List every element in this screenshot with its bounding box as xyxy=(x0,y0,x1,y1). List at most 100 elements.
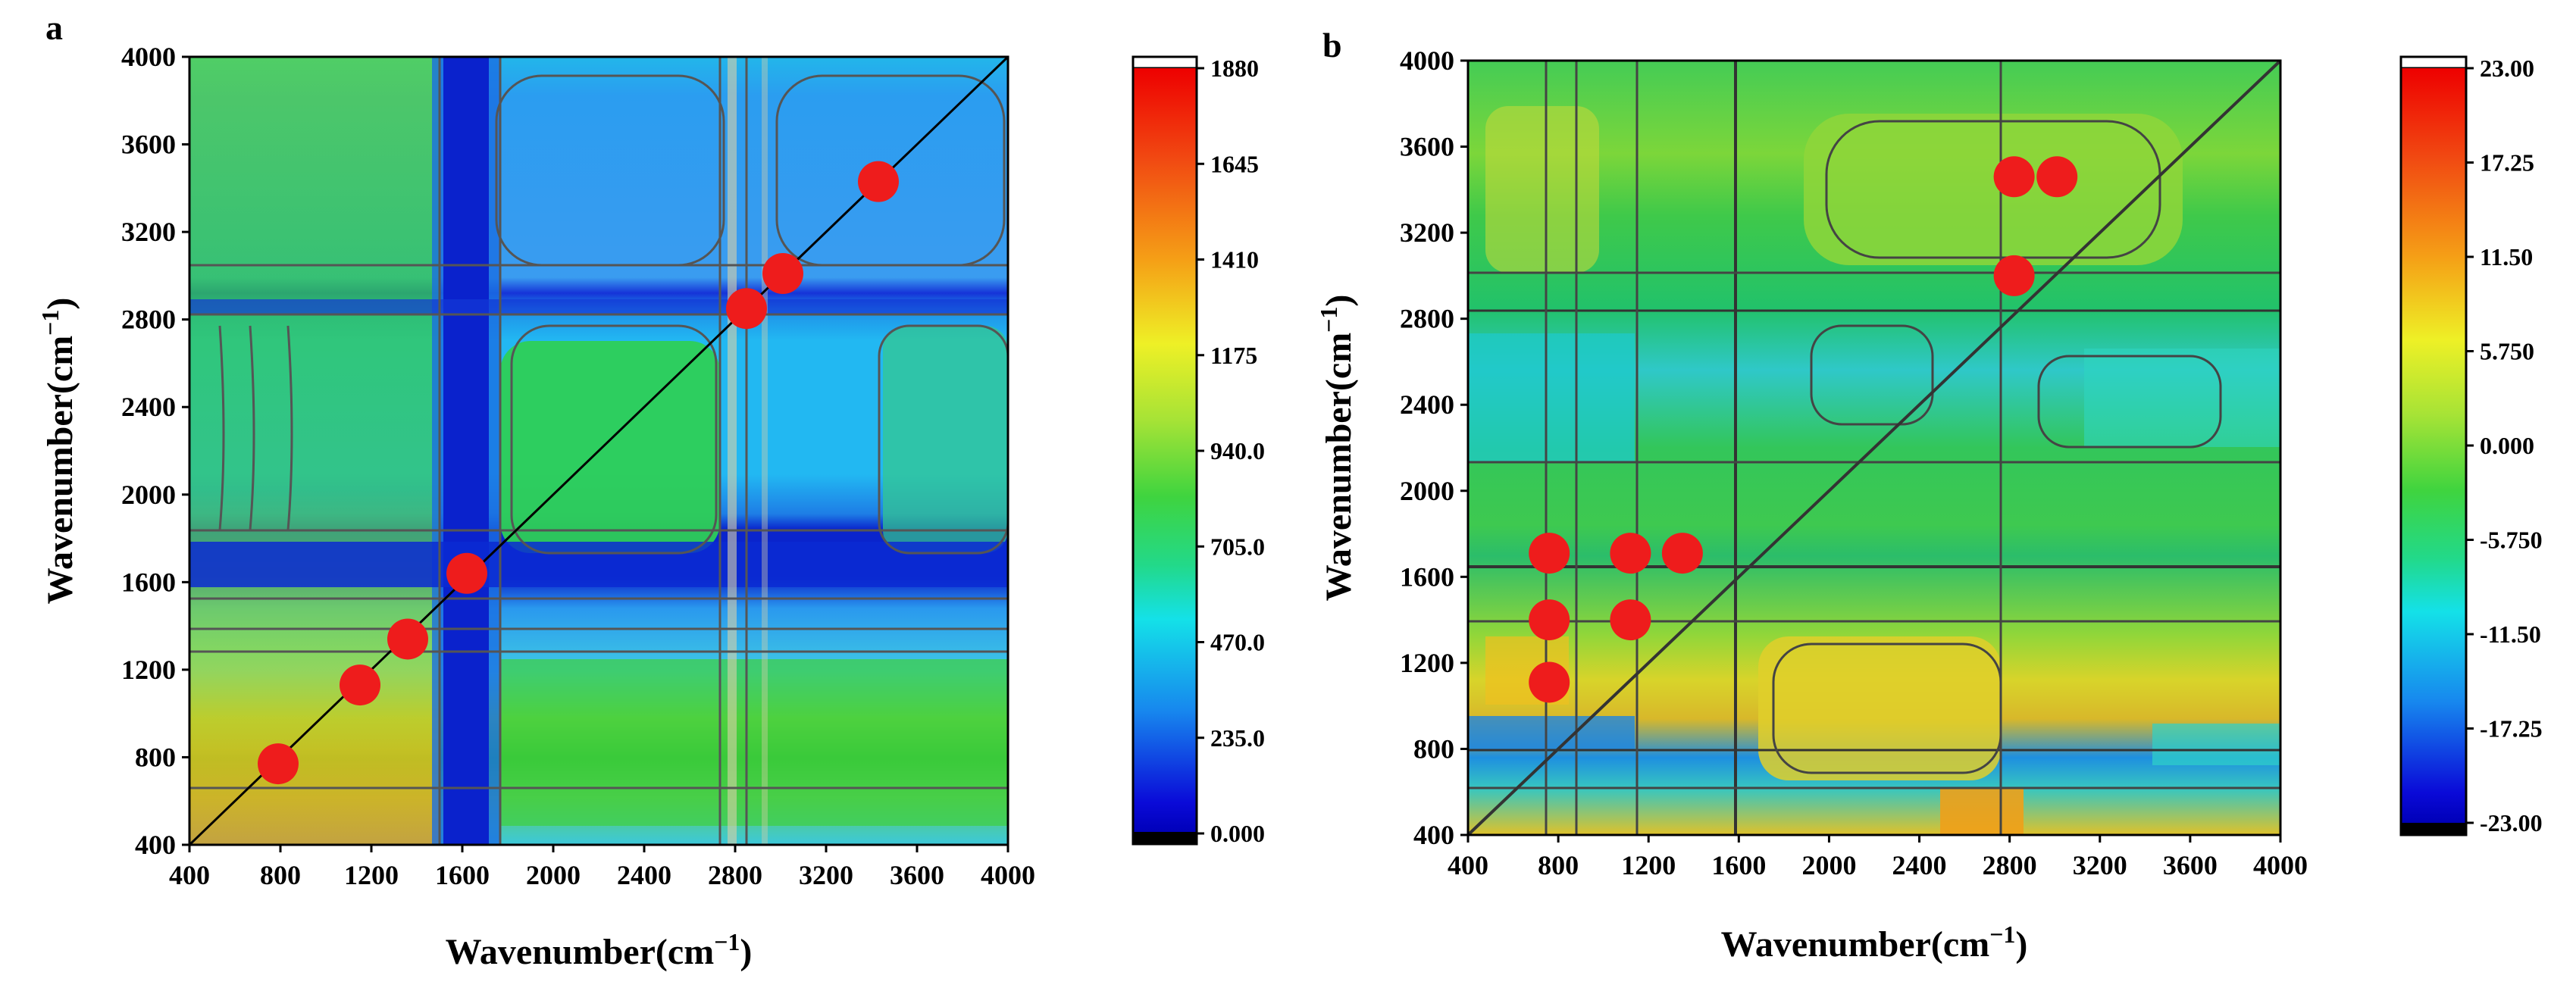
y-tick-label-b: 800 xyxy=(1413,733,1454,764)
panel-a-letter: a xyxy=(45,8,63,47)
y-tick-label-a: 800 xyxy=(135,742,176,772)
x-axis-title-b: Wavenumber(cm−1) xyxy=(1721,921,2028,965)
heatmap-b-cyan-band xyxy=(1468,333,1635,462)
peaks-b xyxy=(1529,156,2078,703)
heatmap-a-column-1600-edge2 xyxy=(489,57,500,845)
colorbar-tick-label-a: 1175 xyxy=(1210,342,1257,369)
y-tick-label-b: 2400 xyxy=(1400,389,1454,420)
colorbar-tick-label-b: 0.000 xyxy=(2480,432,2534,459)
x-tick-label-b: 2800 xyxy=(1983,850,2037,880)
x-tick-label-b: 3200 xyxy=(2073,850,2127,880)
x-tick-label-b: 3600 xyxy=(2163,850,2218,880)
y-tick-label-a: 2400 xyxy=(121,392,176,422)
heatmap-b-cyan-lower xyxy=(2152,724,2280,765)
x-tick-label-a: 1200 xyxy=(344,860,399,890)
colorbar-tick-label-b: -11.50 xyxy=(2480,621,2541,648)
x-axis-title-a: Wavenumber(cm−1) xyxy=(446,928,753,972)
colorbar-a-gradient xyxy=(1133,68,1197,833)
peak-marker-a-1 xyxy=(340,664,380,706)
colorbar-tick-label-b: 11.50 xyxy=(2480,243,2533,270)
colorbar-tick-label-b: 5.750 xyxy=(2480,338,2534,365)
panel-a: a xyxy=(36,8,1265,972)
y-tick-label-b: 3200 xyxy=(1400,217,1454,248)
colorbar-tick-label-a: 1880 xyxy=(1210,55,1259,82)
diagonal-line-b xyxy=(1466,59,2282,836)
peak-marker-a-6 xyxy=(858,161,899,202)
colorbar-b: 23.00 17.25 11.50 5.750 0.000 -5.750 -11.50 -17… xyxy=(2399,55,2543,836)
y-tick-label-a: 1600 xyxy=(121,567,176,597)
y-tick-label-a: 1200 xyxy=(121,655,176,685)
heatmap-a-column-1600-edge xyxy=(432,57,443,845)
colorbar-tick-label-a: 470.0 xyxy=(1210,629,1265,656)
panel-b: b xyxy=(1315,26,2543,965)
y-tick-label-b: 1200 xyxy=(1400,648,1454,678)
heatmap-b-contours xyxy=(1468,61,2280,835)
peak-marker-a-2 xyxy=(387,618,428,660)
y-tick-label-a: 400 xyxy=(135,830,176,860)
x-tick-label-a: 2000 xyxy=(526,860,581,890)
heatmap-b xyxy=(1468,61,2280,835)
colorbar-a-ticks: 1880 1645 1410 1175 940.0 705.0 470.0 235.0 0.00… xyxy=(1197,55,1265,847)
peak-marker-b-1 xyxy=(1610,533,1651,574)
axis-ticks-b: 400 800 1200 1600 2000 2400 2800 3200 3600 4000 40… xyxy=(1400,45,2308,880)
x-tick-label-a: 1600 xyxy=(435,860,490,890)
x-tick-label-b: 2400 xyxy=(1892,850,1947,880)
y-tick-label-b: 2800 xyxy=(1400,304,1454,334)
heatmap-b-blue-band xyxy=(1468,716,1635,750)
x-tick-label-b: 4000 xyxy=(2253,850,2308,880)
peak-marker-a-3 xyxy=(446,552,487,594)
colorbar-tick-label-b: -5.750 xyxy=(2480,527,2543,554)
peak-marker-b-5 xyxy=(1529,661,1570,703)
heatmap-a-center-region xyxy=(500,341,720,553)
y-axis-title-b: Wavenumber(cm−1) xyxy=(1315,295,1359,602)
y-tick-label-a: 3200 xyxy=(121,217,176,247)
colorbar-tick-label-a: 1645 xyxy=(1210,150,1259,177)
x-tick-label-b: 1600 xyxy=(1711,850,1766,880)
heatmap-b-lower-orange xyxy=(1940,788,2024,835)
x-tick-label-b: 400 xyxy=(1448,850,1488,880)
heatmap-b-upper-blob xyxy=(1804,114,2183,265)
colorbar-tick-label-b: 23.00 xyxy=(2480,55,2534,82)
colorbar-b-gradient xyxy=(2401,68,2466,823)
plot-frame-a xyxy=(188,55,1009,846)
peak-marker-b-6 xyxy=(1993,156,2035,198)
y-tick-label-b: 1600 xyxy=(1400,561,1454,592)
colorbar-b-bottom-cap xyxy=(2401,823,2466,835)
heatmap-a-band-2850 xyxy=(189,299,1008,314)
peak-marker-a-0 xyxy=(258,743,299,785)
colorbar-a-bottom-cap xyxy=(1133,832,1197,844)
peak-marker-a-4 xyxy=(726,288,767,330)
colorbar-tick-label-a: 705.0 xyxy=(1210,533,1265,560)
colorbar-tick-label-a: 940.0 xyxy=(1210,437,1265,464)
x-tick-label-b: 2000 xyxy=(1801,850,1856,880)
x-tick-label-a: 3600 xyxy=(890,860,944,890)
heatmap-a-column-3000 xyxy=(762,57,768,845)
colorbar-tick-label-b: -23.00 xyxy=(2480,809,2543,836)
y-tick-label-b: 2000 xyxy=(1400,476,1454,506)
axis-ticks-a: 400 800 1200 1600 2000 2400 2800 3200 3600 4000 40… xyxy=(121,42,1035,890)
y-tick-label-a: 2800 xyxy=(121,305,176,335)
y-tick-label-b: 4000 xyxy=(1400,45,1454,76)
x-tick-label-a: 2400 xyxy=(617,860,671,890)
colorbar-tick-label-a: 1410 xyxy=(1210,246,1259,274)
x-tick-label-a: 2800 xyxy=(708,860,762,890)
peak-marker-a-5 xyxy=(762,253,803,294)
colorbar-b-ticks: 23.00 17.25 11.50 5.750 0.000 -5.750 -11.50 -17… xyxy=(2466,55,2543,836)
heatmap-b-lower-yellow xyxy=(1758,636,2001,780)
colorbar-tick-label-a: 0.000 xyxy=(1210,820,1265,847)
heatmap-a-column-1600 xyxy=(443,57,489,845)
y-tick-label-b: 3600 xyxy=(1400,132,1454,162)
heatmap-a-column-2850 xyxy=(728,57,737,845)
peak-marker-b-2 xyxy=(1661,533,1703,574)
peak-marker-b-4 xyxy=(1610,599,1651,641)
colorbar-a: 1880 1645 1410 1175 940.0 705.0 470.0 235.0 0.00… xyxy=(1131,55,1265,847)
y-tick-label-b: 400 xyxy=(1413,820,1454,850)
x-tick-label-b: 1200 xyxy=(1621,850,1676,880)
colorbar-b-top-cap xyxy=(2399,55,2468,70)
heatmap-a-lower-band xyxy=(500,659,1008,826)
y-tick-label-a: 3600 xyxy=(121,130,176,160)
colorbar-tick-label-a: 235.0 xyxy=(1210,724,1265,752)
heatmap-b-left-blob xyxy=(1485,106,1599,273)
x-tick-label-a: 400 xyxy=(169,860,210,890)
peak-marker-b-0 xyxy=(1529,533,1570,574)
